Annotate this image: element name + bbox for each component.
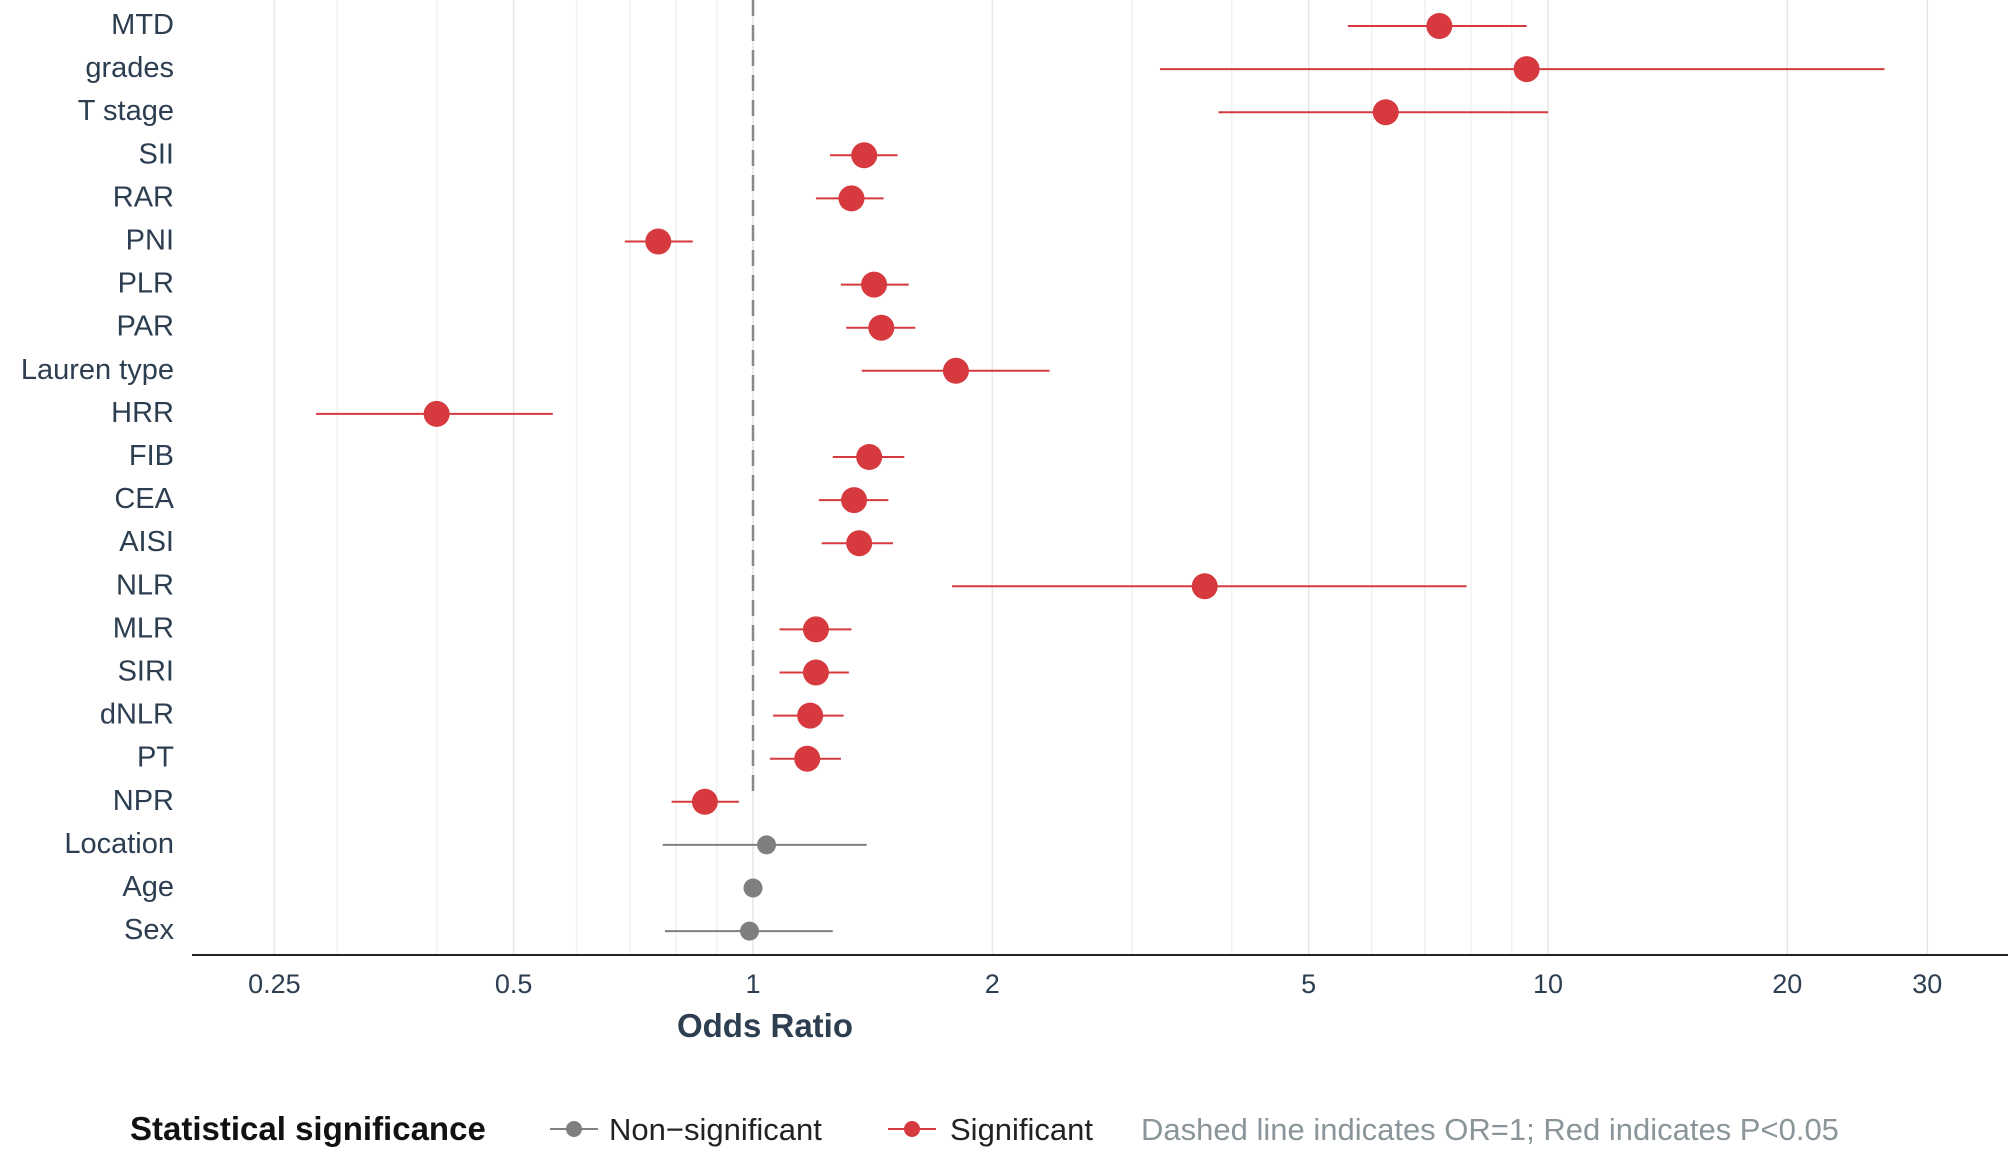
- row-par: PAR: [117, 311, 916, 343]
- y-tick-label: NLR: [116, 569, 174, 601]
- row-siri: SIRI: [118, 656, 849, 688]
- row-fib: FIB: [129, 440, 905, 472]
- y-tick-label: dNLR: [100, 699, 174, 731]
- row-location: Location: [64, 828, 867, 860]
- y-tick-label: SII: [139, 138, 174, 170]
- or-point: [851, 142, 878, 169]
- or-point: [645, 228, 672, 255]
- legend-key-dot-non-significant: [566, 1121, 582, 1137]
- x-axis-title: Odds Ratio: [677, 1007, 853, 1044]
- y-tick-label: Age: [122, 871, 174, 903]
- y-tick-label: CEA: [114, 483, 174, 515]
- legend: Statistical significance Non−significant…: [130, 1110, 1839, 1147]
- x-tick-label: 1: [745, 969, 760, 999]
- x-axis-ticks: 0.25 0.5 1 2 5 10 20 30: [248, 969, 1942, 999]
- y-tick-label: PAR: [117, 311, 174, 343]
- or-point: [856, 444, 883, 470]
- or-point: [861, 271, 888, 298]
- x-tick-label: 0.5: [495, 969, 533, 999]
- x-tick-label: 0.25: [248, 969, 301, 999]
- row-aisi: AISI: [119, 526, 893, 558]
- or-point: [743, 878, 763, 898]
- y-tick-label: RAR: [113, 181, 174, 213]
- row-mlr: MLR: [113, 612, 852, 644]
- y-tick-label: HRR: [111, 397, 174, 429]
- y-tick-label: PLR: [118, 268, 174, 300]
- y-tick-label: Location: [64, 828, 174, 860]
- y-tick-label: PNI: [126, 225, 174, 257]
- or-point: [1372, 99, 1399, 126]
- row-sex: Sex: [124, 914, 833, 946]
- row-cea: CEA: [114, 483, 889, 515]
- or-point: [1191, 573, 1218, 600]
- row-dnlr: dNLR: [100, 699, 844, 731]
- y-tick-label: grades: [85, 52, 174, 84]
- row-pni: PNI: [126, 225, 693, 257]
- row-nlr: NLR: [116, 569, 1467, 601]
- legend-note: Dashed line indicates OR=1; Red indicate…: [1141, 1112, 1839, 1147]
- row-lauren-type: Lauren type: [21, 354, 1050, 386]
- or-point: [942, 357, 969, 384]
- or-point: [841, 487, 868, 514]
- grid-lines: [273, 0, 1929, 955]
- data-rows: MTD grades T stage SII RAR PNI PLR PAR Lauren ty…: [21, 9, 1885, 946]
- x-tick-label: 20: [1772, 969, 1802, 999]
- or-point: [423, 400, 450, 427]
- row-pt: PT: [137, 742, 841, 774]
- legend-label-significant: Significant: [950, 1112, 1093, 1147]
- or-point: [1513, 56, 1540, 83]
- row-t-stage: T stage: [78, 95, 1548, 127]
- row-age: Age: [122, 871, 763, 903]
- or-point: [797, 702, 824, 729]
- legend-key-dot-significant: [904, 1121, 920, 1137]
- row-hrr: HRR: [111, 397, 553, 429]
- or-point: [740, 921, 760, 941]
- or-point: [691, 788, 718, 815]
- x-tick-label: 30: [1912, 969, 1942, 999]
- legend-title: Statistical significance: [130, 1110, 486, 1147]
- or-point: [868, 314, 895, 341]
- row-plr: PLR: [118, 268, 909, 300]
- y-tick-label: T stage: [78, 95, 174, 127]
- y-tick-label: Sex: [124, 914, 174, 946]
- y-tick-label: MTD: [111, 9, 174, 41]
- row-mtd: MTD: [111, 9, 1527, 41]
- y-tick-label: FIB: [129, 440, 174, 472]
- y-tick-label: NPR: [113, 785, 174, 817]
- or-point: [794, 745, 821, 772]
- y-tick-label: AISI: [119, 526, 174, 558]
- or-point: [757, 835, 777, 855]
- x-tick-label: 5: [1301, 969, 1316, 999]
- or-point: [802, 616, 829, 643]
- or-point: [802, 659, 829, 686]
- or-point: [846, 530, 873, 557]
- row-grades: grades: [85, 52, 1885, 84]
- y-tick-label: PT: [137, 742, 174, 774]
- row-rar: RAR: [113, 181, 884, 213]
- x-tick-label: 10: [1533, 969, 1563, 999]
- row-npr: NPR: [113, 785, 739, 817]
- or-point: [838, 185, 865, 212]
- row-sii: SII: [139, 138, 898, 170]
- x-tick-label: 2: [985, 969, 1000, 999]
- y-tick-label: Lauren type: [21, 354, 174, 386]
- y-tick-label: MLR: [113, 612, 174, 644]
- or-point: [1426, 13, 1453, 39]
- y-tick-label: SIRI: [118, 656, 174, 688]
- legend-label-non-significant: Non−significant: [609, 1112, 822, 1147]
